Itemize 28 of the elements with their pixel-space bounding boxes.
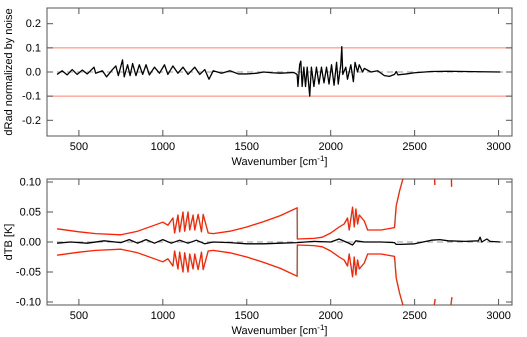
x-axis-title: Wavenumber [cm$^{-1}$] [232, 154, 328, 168]
x-tick-label: 3000 [486, 140, 511, 153]
y-axis-title: dTB [K] [3, 224, 15, 260]
y-tick-label: -0.05 [16, 266, 41, 279]
line-series [56, 46, 501, 97]
y-axis-title: dRad normalized by noise [3, 8, 15, 136]
x-tick-label: 1000 [150, 140, 176, 153]
y-tick-label: -0.1 [22, 90, 41, 103]
x-tick-label: 1000 [150, 310, 176, 322]
y-tick-label: 0.1 [26, 42, 41, 54]
x-tick-label: 3000 [486, 310, 511, 322]
y-tick-label: 0.2 [26, 18, 41, 30]
x-axis-title: Wavenumber [cm$^{-1}$] [232, 322, 328, 337]
x-tick-label: 1500 [234, 140, 260, 153]
y-tick-label: -0.2 [22, 114, 41, 127]
x-tick-label: 500 [70, 140, 88, 153]
y-tick-label: 0.00 [20, 236, 41, 249]
x-tick-label: 2500 [402, 140, 427, 153]
y-tick-label: 0.05 [20, 206, 41, 219]
line-series [56, 236, 501, 246]
y-tick-label: 0.10 [20, 176, 41, 189]
x-tick-label: 2000 [318, 310, 343, 322]
x-tick-label: 2000 [318, 140, 343, 153]
y-tick-label: 0.0 [26, 66, 41, 79]
x-tick-label: 2500 [402, 310, 427, 322]
x-tick-label: 1500 [234, 310, 260, 322]
x-tick-label: 500 [70, 310, 88, 322]
y-tick-label: -0.10 [16, 296, 41, 309]
